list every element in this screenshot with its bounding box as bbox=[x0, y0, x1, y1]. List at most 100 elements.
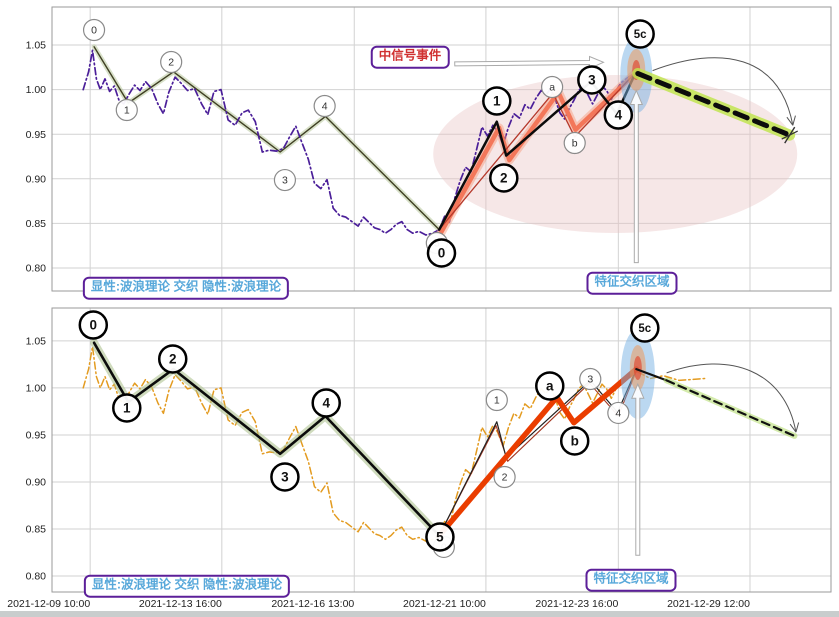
annotation-legend-bottom: 显性:波浪理论 交织 隐性:波浪理论 bbox=[83, 574, 291, 598]
wave-label-text: 5c bbox=[634, 29, 647, 41]
wave-label-text: 4 bbox=[322, 101, 328, 113]
x-tick-label: 2021-12-09 10:00 bbox=[7, 598, 90, 610]
annotation-legend-top: 显性:波浪理论 交织 隐性:波浪理论 bbox=[82, 276, 290, 300]
wave-label-circle bbox=[535, 371, 565, 401]
feature-zone-ellipse bbox=[433, 74, 798, 233]
explicit-wave-down-bold-glow bbox=[90, 338, 444, 540]
x-tick-label: 2021-12-23 16:00 bbox=[535, 598, 618, 610]
wave-label-circle bbox=[493, 465, 516, 489]
wave-label-text: 5c bbox=[638, 323, 651, 335]
wave-label-text: a bbox=[546, 379, 554, 394]
projection-arc-arrowhead bbox=[786, 116, 794, 126]
post-peak-solid bbox=[635, 368, 668, 382]
wave-label-text: 1 bbox=[494, 395, 500, 407]
projection-arc bbox=[666, 363, 797, 433]
wave-label-text: 5 bbox=[436, 530, 444, 545]
wave-label-circle bbox=[559, 426, 590, 456]
projection-arc-arrowhead bbox=[795, 422, 800, 433]
wave-label-circle bbox=[489, 163, 519, 193]
x-tick-label: 2021-12-16 13:00 bbox=[271, 598, 354, 610]
explicit-wave-down-glow bbox=[91, 44, 442, 233]
y-tick-label: 0.85 bbox=[26, 524, 47, 536]
wave-label-circle bbox=[425, 522, 455, 552]
wave-label-text: 0 bbox=[91, 25, 97, 37]
event-arrow-horizontal bbox=[454, 55, 605, 70]
y-tick-label: 0.80 bbox=[26, 571, 47, 583]
signal-highlight-core bbox=[633, 355, 642, 380]
wave-label-circle bbox=[482, 86, 512, 116]
wave-label-circle bbox=[607, 401, 630, 425]
wave-label-text: 2 bbox=[168, 57, 174, 69]
projection-dashed-bold bbox=[635, 71, 793, 138]
wave-label-circle bbox=[485, 388, 508, 412]
wave-label-circle bbox=[78, 310, 109, 340]
wave-label-text: 0 bbox=[438, 246, 446, 261]
projection-dashed bbox=[665, 379, 796, 437]
wave-label-circle bbox=[270, 462, 300, 492]
x-tick-label: 2021-12-21 10:00 bbox=[403, 598, 486, 610]
wave-label-circle bbox=[577, 65, 607, 95]
annotation-feature-zone-top: 特征交织区域 bbox=[586, 271, 678, 295]
wave-label-circle bbox=[115, 98, 138, 122]
explicit-wave-down bbox=[93, 46, 440, 231]
wave-label-circle bbox=[82, 18, 106, 42]
y-tick-label: 1.00 bbox=[26, 383, 47, 395]
wave-label-text: 2 bbox=[500, 171, 508, 186]
wave-label-circle bbox=[630, 313, 660, 343]
wave-label-text: 1 bbox=[493, 94, 501, 109]
wave-label-text: 0 bbox=[90, 318, 98, 333]
wave-label-circle bbox=[563, 131, 586, 155]
wave-label-text: 3 bbox=[281, 470, 289, 485]
wave-label-text: b bbox=[571, 434, 579, 449]
y-tick-label: 1.00 bbox=[26, 84, 47, 96]
wave-label-circle bbox=[160, 50, 183, 74]
projection-arc-arrowhead bbox=[792, 115, 796, 126]
wave-label-text: 2 bbox=[169, 352, 177, 367]
plot-spine bbox=[51, 6, 832, 292]
plot-spine bbox=[51, 307, 832, 593]
x-tick-label: 2021-12-13 16:00 bbox=[139, 598, 222, 610]
wave-label-circle bbox=[112, 393, 142, 423]
y-tick-label: 1.05 bbox=[26, 335, 47, 347]
wave-label-text: 3 bbox=[588, 73, 596, 88]
wave-label-text: 4 bbox=[322, 396, 330, 411]
wave-label-text: 1 bbox=[123, 401, 131, 416]
y-tick-label: 0.90 bbox=[26, 477, 47, 489]
explicit-wave-down-bold bbox=[92, 341, 441, 537]
y-tick-label: 0.90 bbox=[26, 173, 47, 185]
wave-label-circle bbox=[311, 388, 341, 418]
projection-arc-arrowhead bbox=[789, 423, 797, 433]
wave-label-circle bbox=[541, 75, 564, 99]
abc-correction-bold bbox=[436, 366, 640, 539]
wave-label-circle bbox=[579, 367, 602, 391]
wave-label-text: 3 bbox=[587, 374, 593, 386]
y-tick-label: 0.85 bbox=[26, 218, 47, 230]
window-edge-bar bbox=[0, 611, 839, 617]
wave-label-circle bbox=[157, 344, 188, 374]
x-tick-label: 2021-12-29 12:00 bbox=[667, 598, 750, 610]
matched-wave-up-salmon bbox=[438, 70, 639, 236]
top-panel: 012345ab012345c1.051.000.950.900.850.80 bbox=[26, 6, 832, 292]
y-tick-label: 0.95 bbox=[26, 430, 47, 442]
wave-label-circle bbox=[313, 94, 336, 118]
wave-label-text: 3 bbox=[282, 175, 288, 187]
wave-label-circle bbox=[426, 238, 457, 268]
y-tick-label: 1.05 bbox=[26, 40, 47, 52]
feature-arrow-vertical bbox=[631, 382, 645, 556]
wave-label-text: 1 bbox=[124, 105, 130, 117]
wave-label-text: b bbox=[572, 138, 578, 150]
wave-label-circle bbox=[603, 100, 634, 130]
abc-correction-thin bbox=[438, 71, 637, 231]
wave-label-text: 2 bbox=[502, 472, 508, 484]
wave-label-text: 4 bbox=[615, 408, 621, 420]
annotation-mid-signal-event: 中信号事件 bbox=[370, 45, 450, 69]
wave-label-circle bbox=[625, 19, 655, 49]
y-tick-label: 0.95 bbox=[26, 129, 47, 141]
projection-end-tick bbox=[781, 130, 798, 140]
projection-arc bbox=[652, 57, 794, 126]
wave-label-text: a bbox=[549, 82, 555, 94]
wave-label-text: 4 bbox=[615, 108, 623, 123]
